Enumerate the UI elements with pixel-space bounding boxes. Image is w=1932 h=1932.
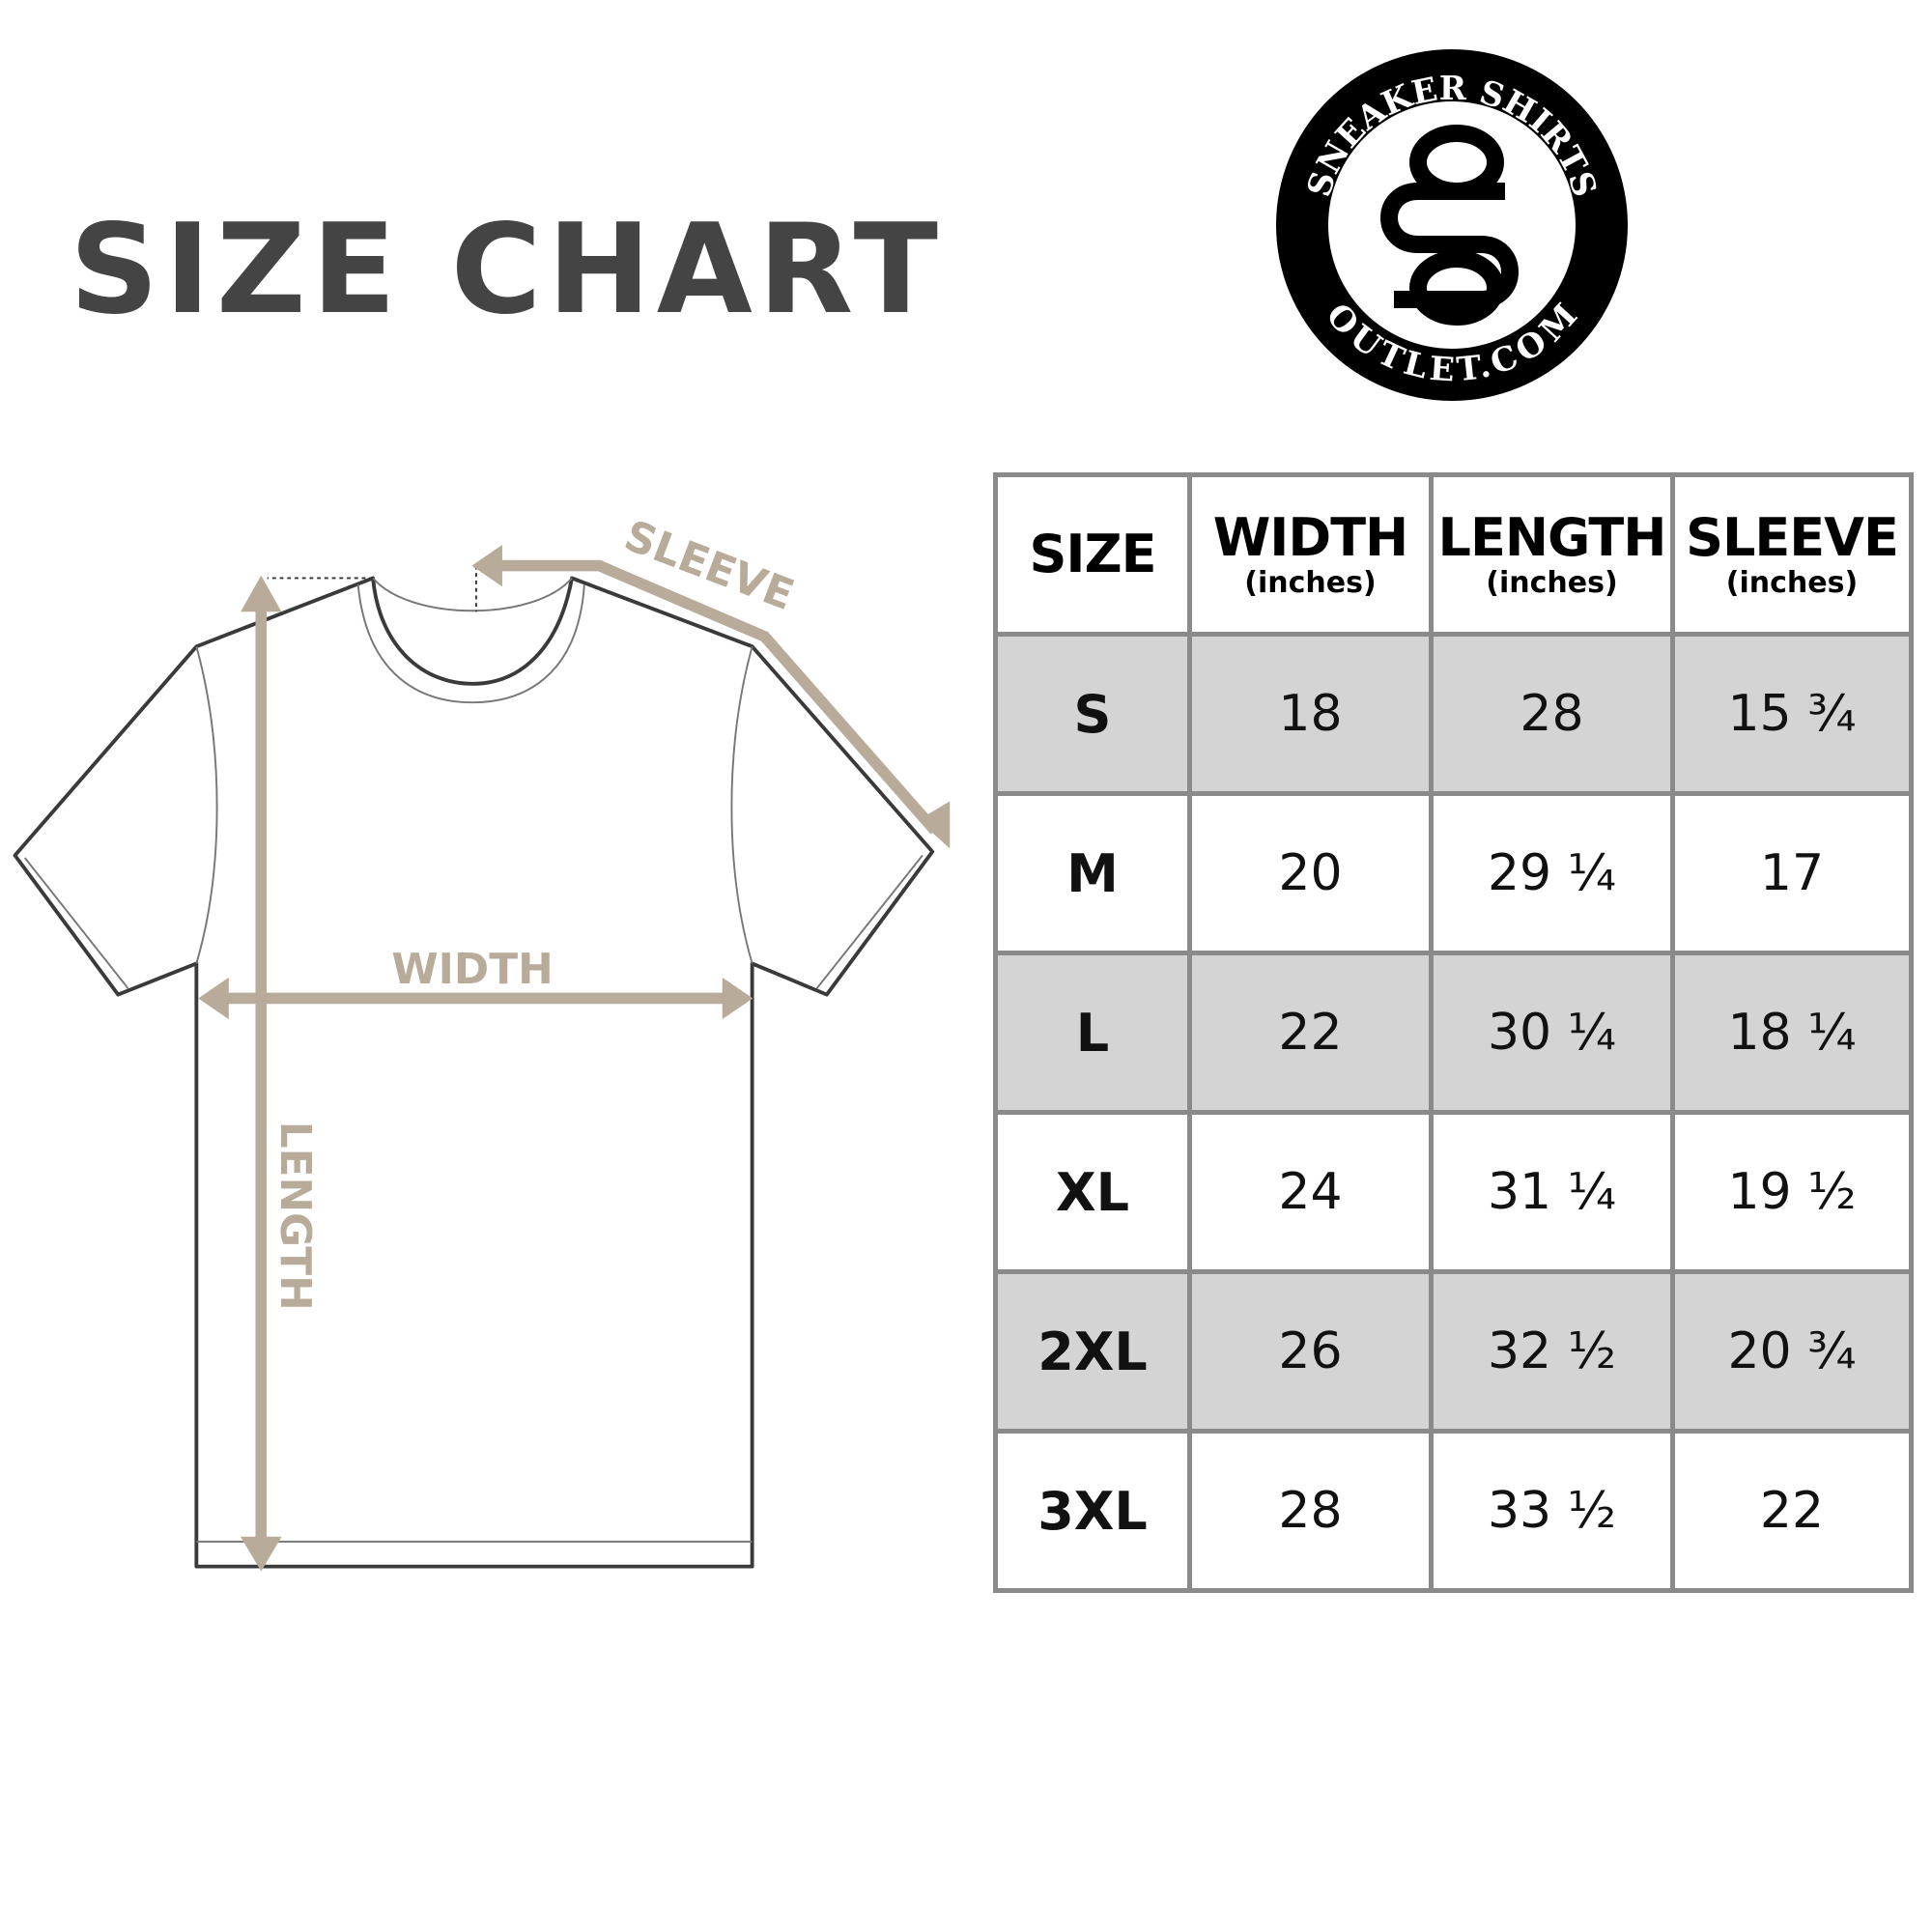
table-header-row: SIZE WIDTH (inches) LENGTH (inches) SLEEVE… <box>993 472 1914 637</box>
sleeve-label: SLEEVE <box>618 511 801 620</box>
width-cell: 28 <box>1187 1429 1434 1593</box>
table-row: XL 24 31 ¼ 19 ½ <box>993 1110 1914 1274</box>
size-cell: L <box>993 951 1192 1115</box>
header-sleeve: SLEEVE (inches) <box>1670 472 1914 637</box>
header-length: LENGTH (inches) <box>1429 472 1675 637</box>
right-sleeve-hem <box>815 854 923 989</box>
sleeve-cell: 20 ¾ <box>1670 1269 1914 1434</box>
header-size: SIZE <box>993 472 1192 637</box>
size-cell: 2XL <box>993 1269 1192 1434</box>
width-cell: 18 <box>1187 632 1434 796</box>
sleeve-arrowhead-right <box>918 801 951 849</box>
monogram-icon <box>1380 125 1519 326</box>
left-side-seam <box>195 645 218 964</box>
sleeve-cell: 17 <box>1670 791 1914 955</box>
length-arrowhead-top <box>241 575 282 612</box>
sleeve-cell: 18 ¼ <box>1670 951 1914 1115</box>
size-cell: XL <box>993 1110 1192 1274</box>
left-sleeve-hem <box>23 857 129 989</box>
page-title: SIZE CHART <box>70 198 944 342</box>
table-row: S 18 28 15 ¾ <box>993 632 1914 796</box>
size-table: SIZE WIDTH (inches) LENGTH (inches) SLEEVE… <box>993 472 1914 1593</box>
sleeve-arrow <box>497 559 940 835</box>
collar-inner <box>356 583 585 704</box>
table-row: 2XL 26 32 ½ 20 ¾ <box>993 1269 1914 1434</box>
length-cell: 29 ¼ <box>1429 791 1675 955</box>
length-cell: 33 ½ <box>1429 1429 1675 1593</box>
width-cell: 22 <box>1187 951 1434 1115</box>
length-label: LENGTH <box>270 1122 320 1311</box>
length-cell: 31 ¼ <box>1429 1110 1675 1274</box>
width-arrowhead-right <box>722 977 753 1020</box>
size-cell: 3XL <box>993 1429 1192 1593</box>
length-arrowhead-bottom <box>241 1536 282 1572</box>
width-cell: 26 <box>1187 1269 1434 1434</box>
width-cell: 24 <box>1187 1110 1434 1274</box>
length-cell: 28 <box>1429 632 1675 796</box>
sneaker-shirts-outlet-logo: SNEAKER SHIRTS OUTLET.COM <box>1276 49 1628 401</box>
width-cell: 20 <box>1187 791 1434 955</box>
table-row: M 20 29 ¼ 17 <box>993 791 1914 955</box>
size-cell: M <box>993 791 1192 955</box>
width-arrowhead-left <box>198 977 229 1020</box>
tshirt-outline <box>13 576 935 1569</box>
sleeve-cell: 19 ½ <box>1670 1110 1914 1274</box>
width-label: WIDTH <box>391 945 553 994</box>
size-cell: S <box>993 632 1192 796</box>
header-width: WIDTH (inches) <box>1187 472 1434 637</box>
right-side-seam <box>730 645 753 964</box>
sleeve-cell: 22 <box>1670 1429 1914 1593</box>
sleeve-cell: 15 ¾ <box>1670 632 1914 796</box>
table-row: L 22 30 ¼ 18 ¼ <box>993 951 1914 1115</box>
table-row: 3XL 28 33 ½ 22 <box>993 1429 1914 1593</box>
sleeve-arrowhead-left <box>471 544 502 587</box>
length-cell: 32 ½ <box>1429 1269 1675 1434</box>
length-cell: 30 ¼ <box>1429 951 1675 1115</box>
